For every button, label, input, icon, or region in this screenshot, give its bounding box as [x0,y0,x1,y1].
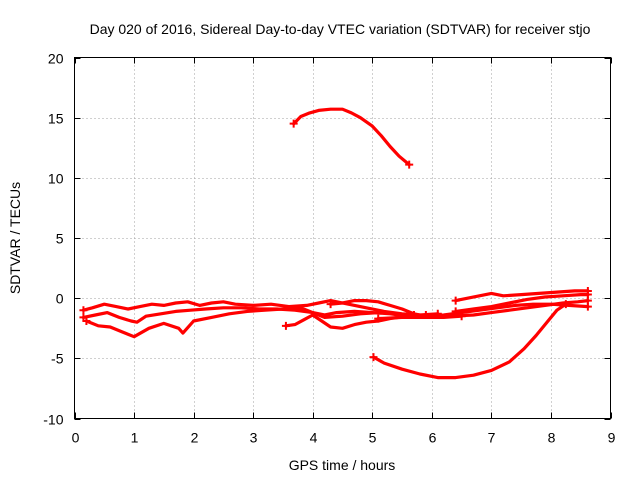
series-band-6 [376,299,590,321]
y-tick-label: 20 [48,51,64,67]
data-series [79,107,592,380]
axis-ticks [74,57,612,420]
series-band-8 [454,293,590,313]
series-endpoint-marker [369,353,378,362]
y-tick-label: 0 [56,291,64,307]
series-band-1 [81,299,440,317]
series-band-7 [454,289,590,303]
x-axis-label: GPS time / hours [289,457,396,473]
x-tick-label: 2 [191,430,199,446]
series-arc-upper [292,107,411,167]
x-tick-label: 5 [369,430,377,446]
y-tick-label: 15 [48,111,64,127]
x-tick-label: 3 [250,430,258,446]
series-endpoint-marker [374,314,383,323]
tick-labels: 0 1 2 3 4 5 6 7 8 9 -10 -5 0 5 10 15 20 [43,51,615,446]
series-endpoint-marker [326,300,335,309]
series-endpoint-marker [451,307,460,316]
y-tick-label: -10 [43,412,63,428]
series-endpoint-marker [82,317,91,326]
grid [74,57,611,419]
x-tick-label: 8 [548,430,556,446]
x-tick-label: 0 [72,430,80,446]
y-tick-label: 5 [56,231,64,247]
y-axis-label: SDTVAR / TECUs [7,182,23,294]
x-tick-label: 4 [310,430,318,446]
series-arc-lower [371,302,568,380]
x-tick-label: 6 [429,430,437,446]
y-tick-label: -5 [51,351,64,367]
x-tick-label: 9 [608,430,616,446]
series-band-3 [84,306,416,339]
y-tick-label: 10 [48,171,64,187]
series-endpoint-marker [79,306,88,315]
x-tick-label: 7 [488,430,496,446]
series-endpoint-marker [451,296,460,305]
series-endpoint-marker [289,119,298,128]
series-endpoint-marker [405,160,414,169]
series-endpoint-marker [281,321,290,330]
chart-title: Day 020 of 2016, Sidereal Day-to-day VTE… [90,21,591,37]
series-endpoint-marker [583,290,592,299]
x-tick-label: 1 [131,430,139,446]
